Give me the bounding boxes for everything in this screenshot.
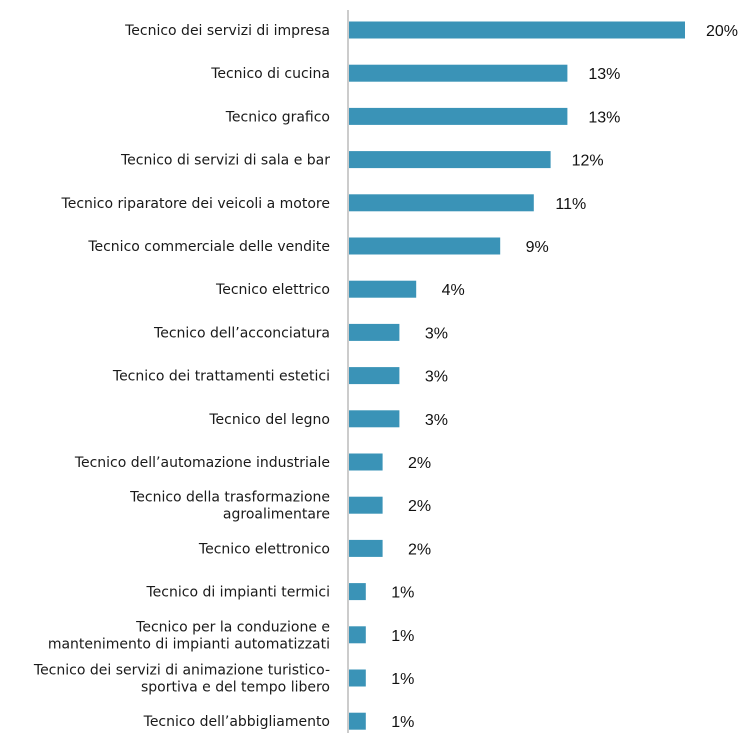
bar xyxy=(349,626,366,644)
bar xyxy=(349,496,383,514)
bar xyxy=(349,583,366,601)
bars xyxy=(349,21,685,730)
value-label: 1% xyxy=(391,585,414,602)
bar xyxy=(349,539,383,557)
bar xyxy=(349,237,501,255)
value-label: 13% xyxy=(588,109,620,126)
category-label: Tecnico del legno xyxy=(208,412,330,428)
bar xyxy=(349,151,551,169)
bar xyxy=(349,323,400,341)
bar xyxy=(349,367,400,385)
value-labels: 20% 13% 13% 12% 11% 9% 4% 3% 3% 3% 2% 2% 2% 1% 1% 1% 1% xyxy=(391,23,738,731)
bar xyxy=(349,64,568,82)
bar xyxy=(349,280,417,298)
bar xyxy=(349,194,534,212)
value-label: 2% xyxy=(408,498,431,515)
category-label: Tecnico per la conduzione e mantenimento … xyxy=(48,619,330,652)
value-label: 13% xyxy=(588,66,620,83)
category-label: Tecnico dei servizi di impresa xyxy=(124,23,330,39)
value-label: 1% xyxy=(391,671,414,688)
category-label: Tecnico grafico xyxy=(225,109,330,125)
bar xyxy=(349,21,685,39)
category-label: Tecnico elettrico xyxy=(215,282,330,298)
category-label: Tecnico dei trattamenti estetici xyxy=(112,369,330,385)
category-label: Tecnico della trasformazione agroalimenta… xyxy=(129,490,330,523)
value-label: 20% xyxy=(706,23,738,40)
value-label: 3% xyxy=(425,325,448,342)
value-label: 2% xyxy=(408,541,431,558)
value-label: 12% xyxy=(572,153,604,170)
category-label: Tecnico dell’acconciatura xyxy=(153,325,330,341)
category-label: Tecnico di servizi di sala e bar xyxy=(120,153,330,169)
bar xyxy=(349,107,568,125)
category-label: Tecnico elettronico xyxy=(198,541,330,557)
category-label: Tecnico di impianti termici xyxy=(146,585,331,601)
category-label: Tecnico dei servizi di animazione turist… xyxy=(33,663,330,696)
bar xyxy=(349,669,366,687)
value-label: 11% xyxy=(555,196,586,213)
bar xyxy=(349,410,400,428)
category-label: Tecnico commerciale delle vendite xyxy=(87,239,330,255)
category-label: Tecnico dell’automazione industriale xyxy=(74,455,330,471)
value-label: 9% xyxy=(526,239,549,256)
category-label: Tecnico di cucina xyxy=(210,66,330,82)
category-label: Tecnico riparatore dei veicoli a motore xyxy=(61,196,330,212)
category-label: Tecnico dell’abbigliamento xyxy=(143,714,330,730)
bar xyxy=(349,453,383,471)
value-label: 4% xyxy=(442,282,465,299)
value-label: 2% xyxy=(408,455,431,472)
value-label: 3% xyxy=(425,369,448,386)
value-label: 3% xyxy=(425,412,448,429)
value-label: 1% xyxy=(391,628,414,645)
category-labels: Tecnico dei servizi di impresa Tecnico di… xyxy=(33,23,330,730)
value-label: 1% xyxy=(391,714,414,731)
bar xyxy=(349,712,366,730)
